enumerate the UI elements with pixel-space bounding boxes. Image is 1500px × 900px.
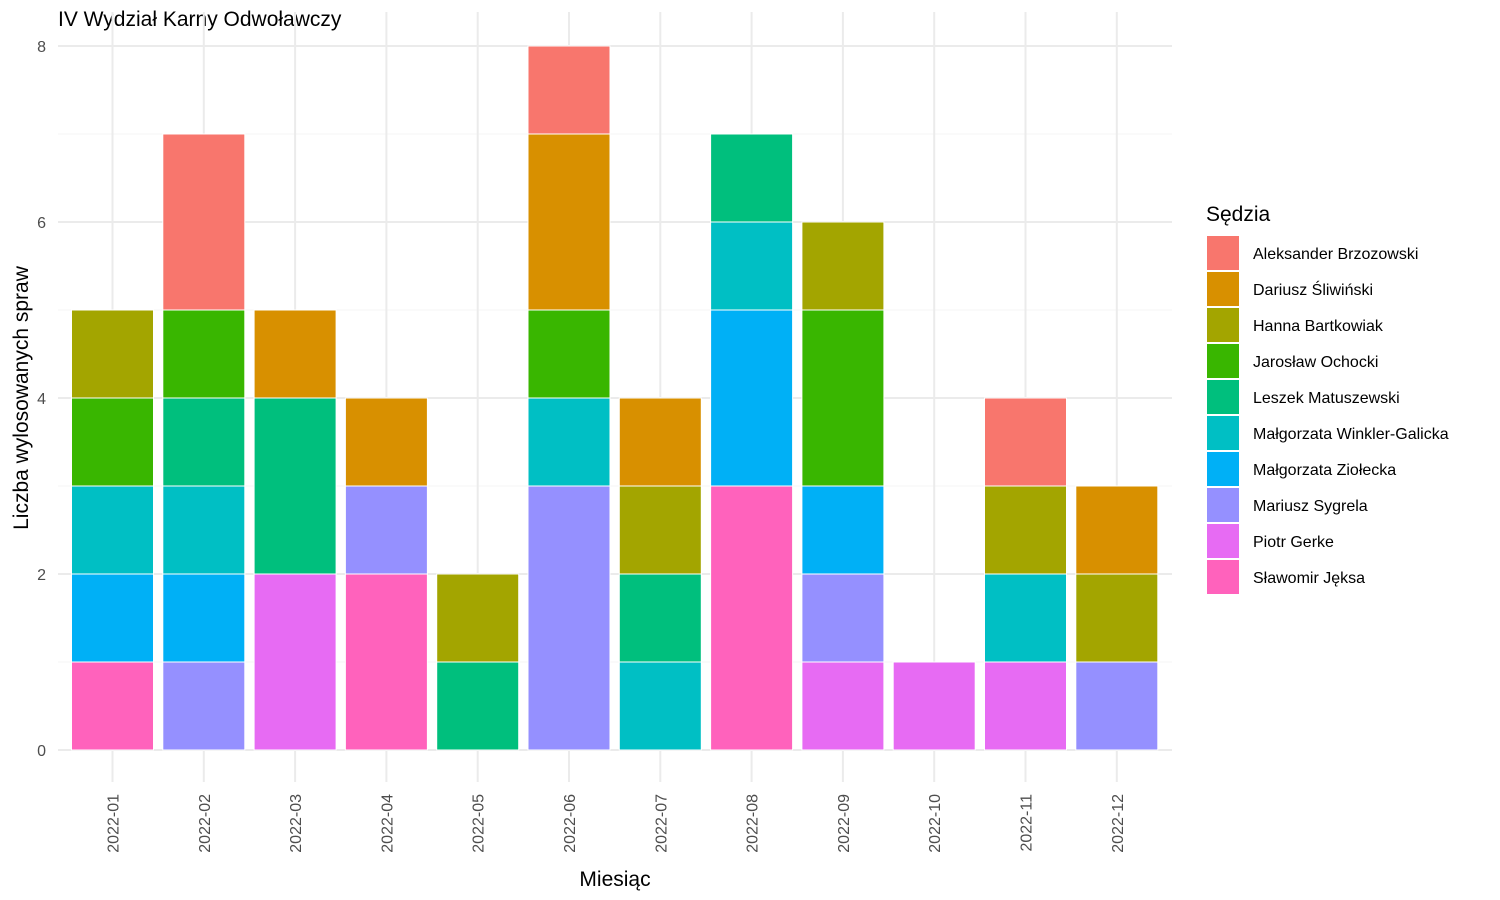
bar-segment xyxy=(71,309,154,399)
x-tick-label: 2022-06 xyxy=(562,794,579,853)
legend-label: Hanna Bartkowiak xyxy=(1253,318,1384,335)
bars xyxy=(71,45,1159,751)
legend-label: Aleksander Brzozowski xyxy=(1253,246,1418,263)
legend-key xyxy=(1205,234,1241,272)
bar-segment xyxy=(527,133,611,311)
bar-segment xyxy=(801,309,885,487)
y-axis-ticks: 0 2 4 6 8 xyxy=(37,39,46,760)
bar-segment xyxy=(162,573,246,663)
y-tick-label: 4 xyxy=(37,391,46,408)
y-tick-label: 0 xyxy=(37,743,46,760)
bar-segment xyxy=(801,573,885,663)
bar-segment xyxy=(344,485,428,575)
bar-segment xyxy=(71,661,154,751)
bar-segment xyxy=(1075,573,1159,663)
legend: Sędzia Aleksander Brzozowski Dariusz Śliw… xyxy=(1205,203,1449,596)
legend-key xyxy=(1205,270,1241,308)
y-axis-title: Liczba wylosowanych spraw xyxy=(10,265,33,530)
legend-key xyxy=(1205,414,1241,452)
x-tick-label: 2022-10 xyxy=(927,794,944,853)
x-tick-label: 2022-07 xyxy=(653,794,670,853)
bar-segment xyxy=(1075,661,1159,751)
bar-segment xyxy=(801,485,885,575)
bar-segment xyxy=(527,397,611,487)
bar-segment xyxy=(710,133,794,223)
legend-key xyxy=(1205,450,1241,488)
bar-segment xyxy=(984,485,1067,575)
bar-segment xyxy=(618,573,702,663)
bar-segment xyxy=(892,661,976,751)
x-tick-label: 2022-08 xyxy=(745,794,762,853)
legend-key xyxy=(1205,306,1241,344)
bar-segment xyxy=(527,45,611,135)
y-tick-label: 8 xyxy=(37,39,46,56)
x-tick-label: 2022-12 xyxy=(1110,794,1127,853)
bar-segment xyxy=(801,221,885,311)
bar-segment xyxy=(253,397,337,575)
x-tick-label: 2022-04 xyxy=(379,794,396,853)
x-axis-ticks: 2022-01 2022-02 2022-03 2022-04 2022-05 2022-… xyxy=(106,794,1127,853)
bar-segment xyxy=(984,397,1067,487)
legend-label: Jarosław Ochocki xyxy=(1253,354,1378,371)
bar-segment xyxy=(527,309,611,399)
x-tick-label: 2022-11 xyxy=(1019,794,1036,852)
bar-segment xyxy=(162,133,246,311)
bar-segment xyxy=(436,573,520,663)
bar-segment xyxy=(1075,485,1159,575)
bar-segment xyxy=(710,485,794,751)
y-tick-label: 2 xyxy=(37,567,46,584)
x-tick-label: 2022-05 xyxy=(471,794,488,853)
bar-segment xyxy=(253,573,337,751)
bar-segment xyxy=(162,661,246,751)
legend-key xyxy=(1205,486,1241,524)
legend-label: Małgorzata Winkler-Galicka xyxy=(1253,426,1449,443)
x-tick-label: 2022-02 xyxy=(197,794,214,853)
legend-label: Piotr Gerke xyxy=(1253,534,1334,551)
y-tick-label: 6 xyxy=(37,215,46,232)
bar-segment xyxy=(71,397,154,487)
legend-key xyxy=(1205,558,1241,596)
bar-segment xyxy=(162,397,246,487)
bar-segment xyxy=(162,309,246,399)
bar-segment xyxy=(618,661,702,751)
legend-key xyxy=(1205,522,1241,560)
chart-title: IV Wydział Karny Odwoławczy xyxy=(58,8,342,31)
bar-segment xyxy=(71,485,154,575)
legend-key xyxy=(1205,342,1241,380)
bar-segment xyxy=(984,573,1067,663)
legend-title: Sędzia xyxy=(1206,203,1271,226)
bar-segment xyxy=(71,573,154,663)
x-tick-label: 2022-03 xyxy=(288,794,305,853)
legend-label: Leszek Matuszewski xyxy=(1253,390,1400,407)
bar-segment xyxy=(527,485,611,751)
bar-segment xyxy=(710,221,794,311)
bar-segment xyxy=(344,573,428,751)
bar-segment xyxy=(801,661,885,751)
bar-segment xyxy=(984,661,1067,751)
legend-label: Sławomir Jęksa xyxy=(1253,570,1365,587)
legend-label: Mariusz Sygrela xyxy=(1253,498,1368,515)
x-tick-label: 2022-09 xyxy=(836,794,853,853)
x-axis-title: Miesiąc xyxy=(579,868,650,891)
bar-segment xyxy=(162,485,246,575)
bar-segment xyxy=(253,309,337,399)
bar-segment xyxy=(344,397,428,487)
bar-segment xyxy=(618,485,702,575)
legend-label: Dariusz Śliwiński xyxy=(1253,280,1373,299)
bar-segment xyxy=(618,397,702,487)
x-tick-label: 2022-01 xyxy=(106,794,123,853)
legend-label: Małgorzata Ziołecka xyxy=(1253,462,1396,479)
bar-segment xyxy=(436,661,520,751)
bar-segment xyxy=(710,309,794,487)
legend-key xyxy=(1205,378,1241,416)
